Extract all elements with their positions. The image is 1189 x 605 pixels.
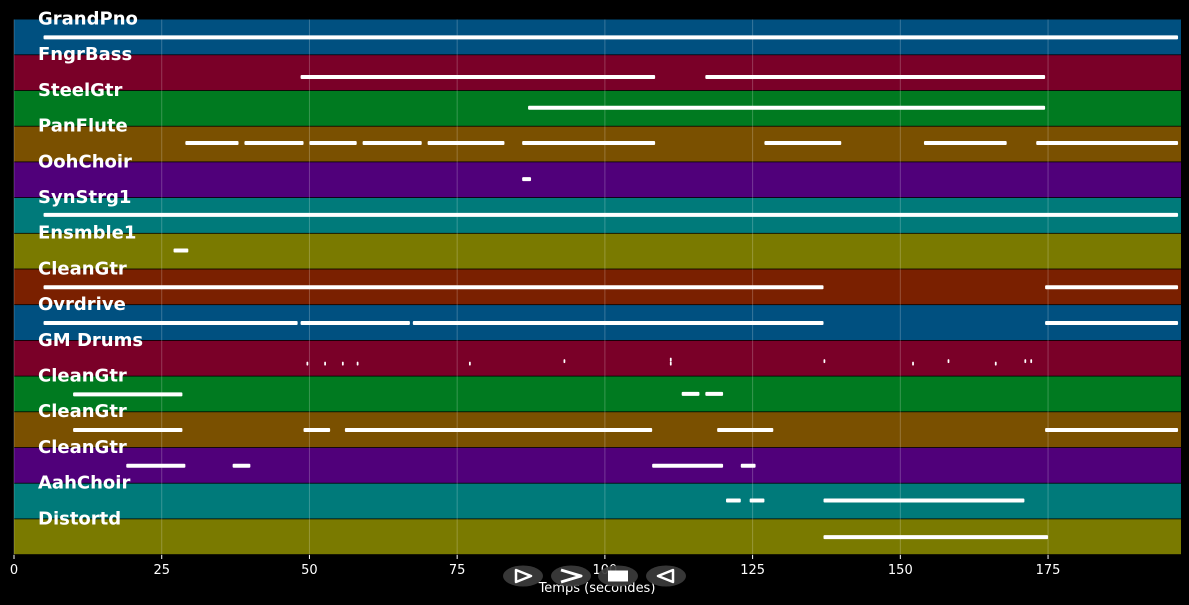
- note-9-2: [341, 361, 344, 366]
- note-9-0: [306, 361, 309, 366]
- track-labels: GrandPno FngrBass SteelGtr PanFlute OohChoir…: [38, 9, 143, 530]
- track-label-6: Ensmble1: [38, 223, 136, 244]
- note-6-0: [173, 248, 189, 253]
- x-tick-label-5: 125: [740, 563, 765, 578]
- track-label-7: CleanGtr: [38, 258, 127, 279]
- note-9-7: [669, 357, 672, 362]
- track-label-2: SteelGtr: [38, 80, 123, 101]
- forward-button[interactable]: [551, 565, 591, 587]
- x-axis-ticks: 0255075100125150175: [10, 555, 1061, 578]
- note-4-0: [522, 177, 532, 182]
- note-11-3: [717, 428, 774, 433]
- note-3-3: [362, 140, 422, 145]
- stop-button[interactable]: [598, 565, 638, 587]
- track-label-0: GrandPno: [38, 9, 138, 30]
- track-label-4: OohChoir: [38, 151, 132, 172]
- x-axis-title: Temps (secondes): [538, 581, 656, 596]
- track-label-3: PanFlute: [38, 116, 128, 137]
- note-3-2: [309, 140, 357, 145]
- note-10-1: [681, 391, 700, 396]
- x-tick-label-2: 50: [301, 563, 318, 578]
- track-lane-9: [14, 340, 1181, 376]
- rewind-button[interactable]: [646, 565, 686, 587]
- note-5-0: [43, 212, 1179, 217]
- rewind-button-bg: [646, 565, 686, 587]
- track-lane-12: [14, 447, 1181, 483]
- note-3-0: [185, 140, 239, 145]
- note-1-0: [300, 75, 656, 80]
- note-3-8: [1036, 140, 1179, 145]
- note-marks: [43, 35, 1179, 540]
- play-icon: [514, 568, 533, 584]
- chevron-right-icon: [560, 568, 583, 584]
- note-9-13: [1030, 359, 1033, 364]
- track-label-13: AahChoir: [38, 473, 130, 494]
- note-9-6: [669, 361, 672, 366]
- note-12-2: [652, 463, 724, 468]
- note-13-1: [749, 498, 765, 503]
- note-9-12: [1024, 359, 1027, 364]
- note-9-10: [947, 359, 950, 364]
- note-9-8: [823, 359, 826, 364]
- track-label-14: Distortd: [38, 508, 121, 529]
- track-label-12: CleanGtr: [38, 437, 127, 458]
- x-tick-label-0: 0: [10, 563, 18, 578]
- note-11-0: [73, 428, 183, 433]
- note-9-11: [994, 361, 997, 366]
- note-9-1: [324, 361, 326, 366]
- note-8-3: [1045, 320, 1179, 325]
- x-tick-label-6: 150: [888, 563, 913, 578]
- play-button-bg: [503, 565, 543, 587]
- note-0-0: [43, 35, 1179, 40]
- note-3-4: [427, 140, 505, 145]
- note-3-1: [244, 140, 304, 145]
- rewind-icon: [656, 568, 675, 584]
- track-label-10: CleanGtr: [38, 366, 127, 387]
- note-12-3: [740, 463, 756, 468]
- stop-icon: [608, 570, 628, 582]
- track-label-11: CleanGtr: [38, 401, 127, 422]
- note-3-7: [923, 140, 1007, 145]
- note-2-0: [528, 105, 1046, 110]
- note-11-1: [303, 428, 331, 433]
- note-8-2: [412, 320, 824, 325]
- note-10-0: [73, 392, 183, 397]
- note-9-4: [468, 361, 471, 366]
- forward-button-bg: [551, 565, 591, 587]
- track-lane-6: [14, 233, 1181, 269]
- note-13-0: [726, 498, 741, 503]
- track-label-1: FngrBass: [38, 44, 132, 65]
- note-10-2: [705, 391, 724, 396]
- x-tick-label-1: 25: [153, 563, 170, 578]
- note-14-0: [823, 535, 1049, 540]
- note-9-5: [563, 359, 566, 364]
- track-label-5: SynStrg1: [38, 187, 131, 208]
- note-13-2: [823, 498, 1025, 503]
- note-12-1: [232, 463, 251, 468]
- note-3-6: [764, 140, 842, 145]
- note-8-0: [43, 320, 298, 325]
- note-7-1: [1045, 285, 1179, 290]
- track-lane-10: [14, 376, 1181, 412]
- track-label-8: Ovrdrive: [38, 294, 126, 315]
- note-11-2: [344, 428, 653, 433]
- note-9-9: [912, 361, 914, 366]
- note-11-4: [1045, 428, 1179, 433]
- track-lane-1: [14, 55, 1181, 91]
- note-12-0: [126, 463, 186, 468]
- note-3-5: [522, 140, 656, 145]
- track-label-9: GM Drums: [38, 330, 143, 351]
- play-button[interactable]: [503, 565, 543, 587]
- note-8-1: [300, 320, 410, 325]
- x-tick-label-3: 75: [449, 563, 466, 578]
- x-tick-label-7: 175: [1036, 563, 1061, 578]
- track-lane-4: [14, 162, 1181, 198]
- playback-controls: [503, 565, 686, 587]
- note-7-0: [43, 285, 824, 290]
- note-9-3: [356, 361, 359, 366]
- note-1-1: [705, 75, 1046, 80]
